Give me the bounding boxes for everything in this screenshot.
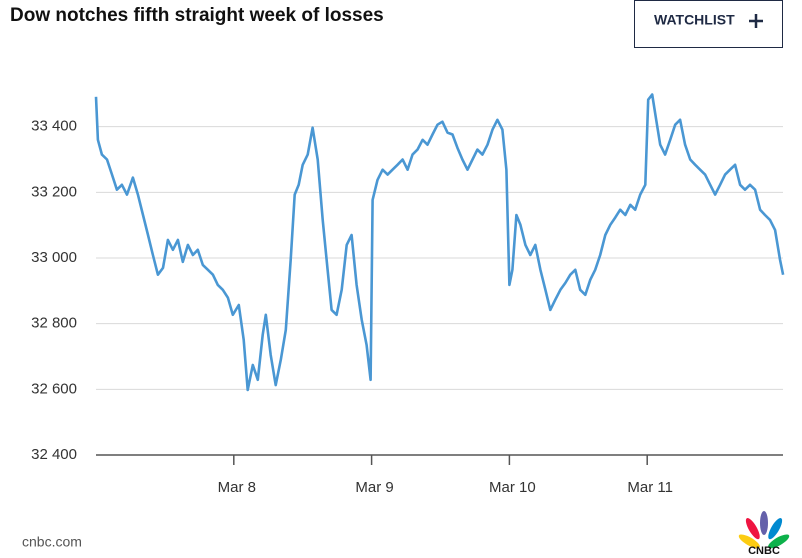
y-tick-label: 33 400	[31, 118, 77, 135]
x-tick-label: Mar 11	[627, 479, 673, 496]
logo: CNBC	[738, 511, 790, 557]
y-tick-label: 32 400	[31, 446, 77, 463]
logo-text: CNBC	[748, 545, 780, 557]
plus-icon[interactable]	[749, 14, 763, 28]
y-tick-label: 32 600	[31, 380, 77, 397]
watchlist-button[interactable]: WATCHLIST	[634, 0, 783, 48]
logo-feather	[768, 518, 783, 540]
x-tick-label: Mar 10	[489, 479, 536, 496]
x-tick-label: Mar 8	[218, 479, 256, 496]
button-label[interactable]: WATCHLIST	[654, 12, 735, 28]
logo-feather	[760, 511, 768, 535]
source: cnbc.com	[22, 534, 82, 550]
button-frame[interactable]	[634, 0, 783, 48]
logo-feather	[745, 518, 760, 540]
y-tick-label: 32 800	[31, 315, 77, 332]
y-tick-label: 33 200	[31, 183, 77, 200]
y-tick-label: 33 000	[31, 249, 77, 266]
x-tick-label: Mar 9	[355, 479, 393, 496]
series-line	[94, 93, 785, 392]
chart-title: Dow notches fifth straight week of losse…	[10, 5, 384, 26]
logo-feather	[768, 534, 790, 549]
logo-feather	[738, 534, 760, 549]
